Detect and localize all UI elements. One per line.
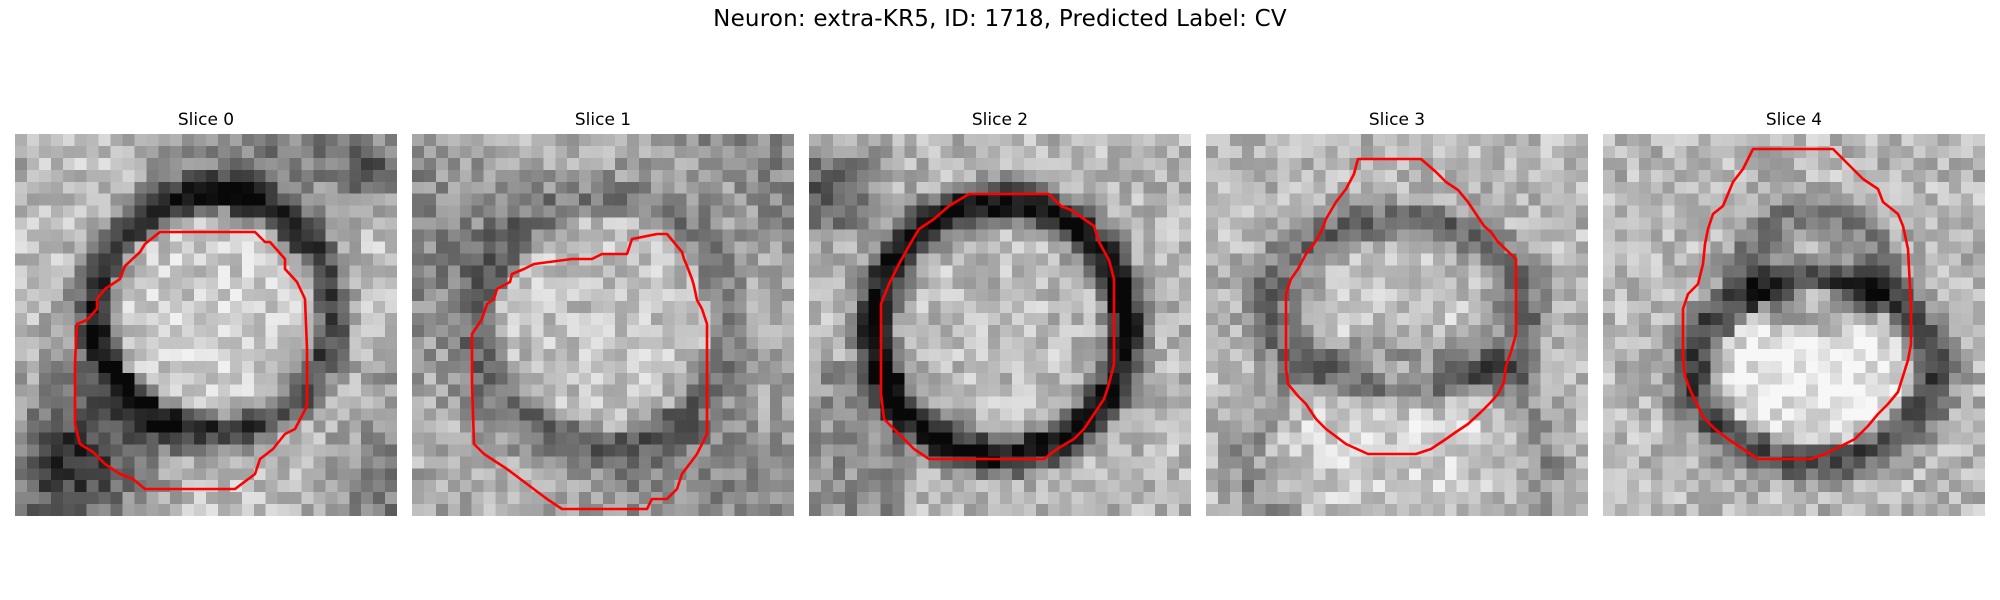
slice-panel-3: Slice 3 — [1206, 108, 1588, 516]
slice-title-3: Slice 3 — [1368, 110, 1426, 130]
slice-image-4 — [1603, 134, 1985, 516]
grayscale-pixels — [15, 134, 397, 516]
grayscale-pixels — [412, 134, 794, 516]
slice-title-0: Slice 0 — [177, 110, 235, 130]
segmentation-contour — [73, 230, 309, 491]
slice-panel-1: Slice 1 — [412, 108, 794, 516]
figure-title: Neuron: extra-KR5, ID: 1718, Predicted L… — [713, 6, 1287, 32]
segmentation-contour — [1681, 147, 1913, 461]
segmentation-contour — [470, 232, 709, 511]
slice-image-2 — [809, 134, 1191, 516]
slice-title-1: Slice 1 — [574, 110, 632, 130]
grayscale-pixels — [809, 134, 1191, 516]
segmentation-contour — [879, 192, 1116, 461]
slice-panel-4: Slice 4 — [1603, 108, 1985, 516]
slice-title-2: Slice 2 — [971, 110, 1029, 130]
slice-panel-0: Slice 0 — [15, 108, 397, 516]
slice-image-1 — [412, 134, 794, 516]
segmentation-contour — [1284, 157, 1518, 456]
slice-image-0 — [15, 134, 397, 516]
slice-panel-2: Slice 2 — [809, 108, 1191, 516]
slice-title-4: Slice 4 — [1765, 110, 1823, 130]
slice-image-3 — [1206, 134, 1588, 516]
grayscale-pixels — [1603, 134, 1985, 516]
grayscale-pixels — [1206, 134, 1588, 516]
